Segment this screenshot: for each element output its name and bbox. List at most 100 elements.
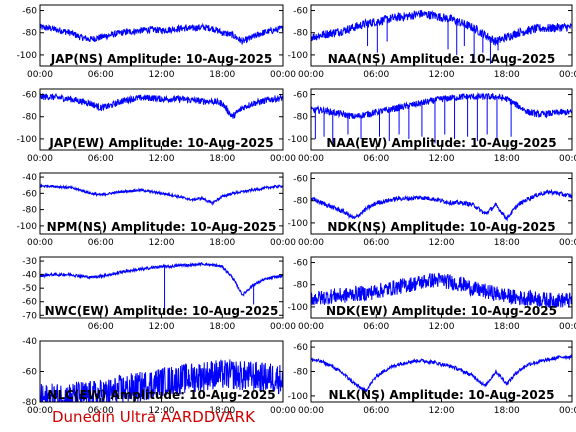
series-trace <box>311 354 572 393</box>
panel-4: -40 -60 -80 -100 00:00 06:00 12:00 18:00 00:00 NP… <box>17 172 296 248</box>
x-tick-label: 00:00 <box>298 70 324 80</box>
series-trace <box>311 188 572 222</box>
series-trace <box>40 183 283 206</box>
y-tick-label: -100 <box>288 51 309 61</box>
x-tick-label: 18:00 <box>494 154 520 164</box>
panel-1: -60-80-10000:0006:0012:0018:0000:00NAA(N… <box>288 4 576 80</box>
y-tick-label: -100 <box>288 219 309 229</box>
series-trace <box>311 91 572 119</box>
x-tick-label: 18:00 <box>209 154 235 164</box>
x-tick-label: 18:00 <box>209 406 235 416</box>
x-tick-label: 00:00 <box>559 322 576 332</box>
panel-title: NDK(EW) Amplitude: 10-Aug-2025 <box>326 304 557 318</box>
y-tick-label: -60 <box>293 259 308 269</box>
y-tick-label: -100 <box>17 51 38 61</box>
y-tick-label: -80 <box>22 113 37 123</box>
series-trace <box>40 359 283 402</box>
x-tick-label: 06:00 <box>363 322 389 332</box>
x-tick-label: 00:00 <box>559 238 576 248</box>
x-tick-label: 00:00 <box>27 406 53 416</box>
x-tick-label: 06:00 <box>88 406 114 416</box>
x-tick-label: 06:00 <box>363 238 389 248</box>
x-tick-label: 12:00 <box>429 406 455 416</box>
x-tick-label: 12:00 <box>429 322 455 332</box>
credit-label: Dunedin Ultra AARDDVARK <box>52 408 255 426</box>
x-tick-label: 12:00 <box>149 406 175 416</box>
x-tick-label: 00:00 <box>270 238 296 248</box>
x-tick-label: 00:00 <box>559 70 576 80</box>
x-tick-label: 18:00 <box>494 70 520 80</box>
x-tick-label: 00:00 <box>298 238 324 248</box>
y-tick-label: -80 <box>293 281 308 291</box>
x-tick-label: 06:00 <box>88 322 114 332</box>
y-tick-label: -100 <box>288 135 309 145</box>
y-tick-label: -100 <box>17 222 38 232</box>
panel-0: -60 -80 -100 00:00 06:00 12:00 18:00 00:00 JAP(N… <box>17 4 296 80</box>
x-tick-label: 00:00 <box>27 70 53 80</box>
x-tick-label: 06:00 <box>363 154 389 164</box>
series-trace <box>311 9 572 46</box>
y-tick-label: -80 <box>293 368 308 378</box>
y-tick-label: -60 <box>293 175 308 185</box>
x-tick-label: 06:00 <box>88 238 114 248</box>
x-tick-label: 18:00 <box>494 322 520 332</box>
y-tick-label: -80 <box>293 197 308 207</box>
y-tick-label: -80 <box>293 113 308 123</box>
y-tick-label: -100 <box>17 135 38 145</box>
y-tick-label: -60 <box>293 7 308 17</box>
panel-title: NAA(NS) Amplitude: 10-Aug-2025 <box>328 52 556 66</box>
x-tick-label: 00:00 <box>559 154 576 164</box>
x-tick-label: 00:00 <box>270 322 296 332</box>
y-tick-label: -40 <box>22 271 37 281</box>
panel-6: -30 -40 -50 -60 -70 06:00 12:00 18:00 00:00 NWC(E… <box>22 256 296 332</box>
x-tick-label: 06:00 <box>363 70 389 80</box>
panel-title: JAP(EW) Amplitude: 10-Aug-2025 <box>48 136 273 150</box>
x-tick-label: 06:00 <box>88 154 114 164</box>
y-tick-label: -60 <box>22 368 37 378</box>
y-tick-label: -60 <box>22 7 37 17</box>
x-tick-label: 12:00 <box>149 322 175 332</box>
x-tick-label: 12:00 <box>429 70 455 80</box>
y-tick-label: -40 <box>22 337 37 347</box>
x-tick-label: 00:00 <box>270 406 296 416</box>
panel-7: -60 -80 -100 00:00 06:00 12:00 18:00 00:00NDK(E… <box>288 256 576 332</box>
x-tick-label: 12:00 <box>149 70 175 80</box>
x-tick-label: 12:00 <box>429 238 455 248</box>
y-tick-label: -100 <box>288 392 309 402</box>
panel-title: NLC(EW) Amplitude: 10-Aug-2025 <box>47 388 275 402</box>
x-tick-label: 18:00 <box>494 406 520 416</box>
x-tick-label: 18:00 <box>209 238 235 248</box>
panel-title: NAA(EW) Amplitude: 10-Aug-2025 <box>326 136 556 150</box>
x-tick-label: 00:00 <box>298 322 324 332</box>
x-tick-label: 00:00 <box>27 154 53 164</box>
y-tick-label: -80 <box>22 398 37 408</box>
panel-title: NLK(NS) Amplitude: 10-Aug-2025 <box>329 388 555 402</box>
y-tick-label: -40 <box>22 173 37 183</box>
x-tick-label: 00:00 <box>298 154 324 164</box>
series-trace <box>40 92 283 119</box>
series-trace <box>40 261 283 297</box>
x-tick-label: 18:00 <box>209 322 235 332</box>
y-tick-label: -100 <box>288 303 309 313</box>
y-tick-label: -60 <box>293 91 308 101</box>
panel-2: -60 -80 -100 00:00 06:00 12:00 18:00 00:00 JAP(E… <box>17 88 296 164</box>
x-tick-label: 06:00 <box>363 406 389 416</box>
x-tick-label: 18:00 <box>494 238 520 248</box>
panel-9: -60 -80 -100 00:00 06:00 12:00 18:00 00:00 NLK(N… <box>288 340 576 416</box>
x-tick-label: 00:00 <box>559 406 576 416</box>
panel-title: NDK(NS) Amplitude: 10-Aug-2025 <box>327 220 555 234</box>
y-tick-label: -60 <box>293 343 308 353</box>
panel-title: NPM(NS) Amplitude: 10-Aug-2025 <box>47 220 277 234</box>
y-tick-label: -60 <box>22 91 37 101</box>
x-tick-label: 00:00 <box>270 70 296 80</box>
y-tick-label: -80 <box>22 29 37 39</box>
series-trace <box>311 272 572 308</box>
panel-title: NWC(EW) Amplitude: 10-Aug-2025 <box>45 304 279 318</box>
y-tick-label: -30 <box>22 257 37 267</box>
x-tick-label: 12:00 <box>149 238 175 248</box>
y-tick-label: -70 <box>22 311 37 321</box>
x-tick-label: 06:00 <box>88 70 114 80</box>
y-tick-label: -60 <box>22 298 37 308</box>
